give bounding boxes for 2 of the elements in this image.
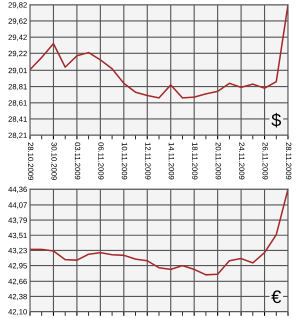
annotation: € xyxy=(271,290,282,304)
annotation: $ xyxy=(271,112,281,128)
